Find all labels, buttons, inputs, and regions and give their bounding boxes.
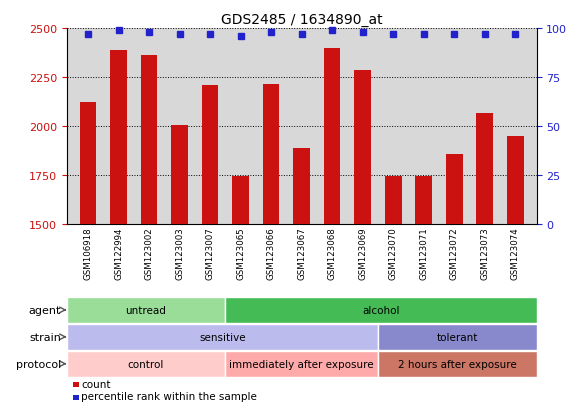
Text: immediately after exposure: immediately after exposure xyxy=(229,359,374,369)
Text: 2 hours after exposure: 2 hours after exposure xyxy=(398,359,517,369)
Text: agent: agent xyxy=(28,305,61,315)
Text: alcohol: alcohol xyxy=(362,305,400,315)
Bar xyxy=(232,176,249,224)
Bar xyxy=(385,176,401,224)
Title: GDS2485 / 1634890_at: GDS2485 / 1634890_at xyxy=(221,12,382,26)
Text: control: control xyxy=(128,359,164,369)
Text: untread: untread xyxy=(126,305,166,315)
Bar xyxy=(110,50,127,224)
Bar xyxy=(507,136,524,224)
Bar xyxy=(324,48,340,224)
Text: count: count xyxy=(81,379,111,389)
Text: tolerant: tolerant xyxy=(437,332,478,342)
Text: protocol: protocol xyxy=(16,359,61,369)
Text: percentile rank within the sample: percentile rank within the sample xyxy=(81,392,257,401)
Bar xyxy=(354,71,371,224)
Bar xyxy=(476,114,493,224)
Bar xyxy=(263,85,280,224)
Bar xyxy=(293,149,310,224)
Bar xyxy=(171,126,188,224)
Bar xyxy=(141,56,157,224)
Bar xyxy=(202,85,219,224)
Bar xyxy=(415,176,432,224)
Bar xyxy=(79,103,96,224)
Text: strain: strain xyxy=(29,332,61,342)
Text: sensitive: sensitive xyxy=(199,332,245,342)
Bar xyxy=(446,155,462,224)
